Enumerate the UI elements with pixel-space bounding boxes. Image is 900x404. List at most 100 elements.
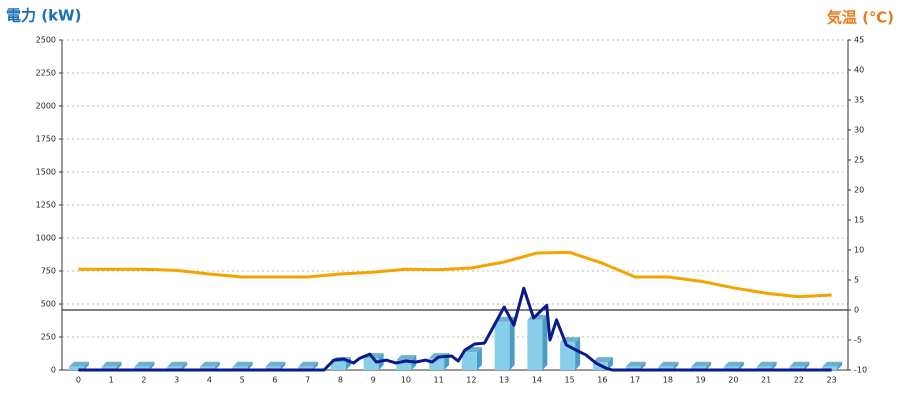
bar-face: [542, 314, 548, 370]
bar-face: [771, 361, 777, 370]
x-tick-label: 9: [371, 376, 376, 385]
bar-face: [199, 366, 215, 370]
x-tick-label: 23: [827, 376, 837, 385]
bar: [723, 361, 744, 370]
bar-face: [706, 361, 712, 370]
y2-tick-label: 5: [854, 276, 859, 285]
y-tick-label: 500: [41, 300, 56, 309]
bar-face: [265, 366, 281, 370]
bar-face: [298, 361, 319, 367]
bar-face: [232, 361, 253, 367]
bar: [232, 361, 253, 370]
bar-face: [756, 361, 777, 367]
x-tick-label: 16: [597, 376, 607, 385]
bar-face: [167, 361, 188, 367]
bar: [822, 361, 843, 370]
line: [78, 286, 832, 372]
x-tick-label: 13: [499, 376, 509, 385]
bar-face: [247, 361, 253, 370]
bar-face: [461, 352, 477, 370]
bar-face: [298, 366, 314, 370]
bar-face: [68, 361, 89, 367]
y2-tick-label: 20: [854, 186, 864, 195]
y-tick-label: 250: [41, 333, 56, 342]
bar-face: [640, 361, 646, 370]
bar: [68, 361, 89, 370]
bar-face: [822, 361, 843, 367]
x-tick-label: 5: [240, 376, 245, 385]
bar-face: [396, 360, 412, 370]
bar-face: [134, 366, 150, 370]
bar-face: [804, 361, 810, 370]
x-tick-label: 1: [109, 376, 114, 385]
bar-face: [527, 319, 543, 370]
x-tick-label: 14: [532, 376, 542, 385]
bar-face: [789, 361, 810, 367]
bar-face: [592, 357, 613, 363]
bar-face: [101, 361, 122, 367]
y2-tick-label: 40: [854, 66, 864, 75]
x-tick-label: 11: [434, 376, 444, 385]
bar: [560, 337, 581, 370]
bar-face: [673, 361, 679, 370]
x-tick-label: 2: [141, 376, 146, 385]
y2-tick-label: -5: [854, 336, 862, 345]
y2-tick-label: 25: [854, 156, 864, 165]
bar-face: [134, 361, 155, 367]
x-tick-label: 21: [761, 376, 771, 385]
y2-tick-label: 15: [854, 216, 864, 225]
bar: [101, 361, 122, 370]
x-tick-label: 7: [305, 376, 310, 385]
bar-face: [280, 361, 286, 370]
bar-face: [691, 361, 712, 367]
y-tick-label: 1500: [36, 168, 56, 177]
bar-face: [116, 361, 122, 370]
y-axis-title: 電力 (kW): [6, 7, 81, 25]
bar-face: [313, 361, 319, 370]
y2-tick-label: 10: [854, 246, 864, 255]
x-tick-label: 6: [272, 376, 277, 385]
x-tick-label: 19: [696, 376, 706, 385]
bar-face: [83, 361, 89, 370]
bar-face: [396, 355, 417, 361]
bar-face: [723, 361, 744, 367]
bar-face: [182, 361, 188, 370]
bar-face: [738, 361, 744, 370]
x-tick-label: 12: [466, 376, 476, 385]
x-tick-label: 17: [630, 376, 640, 385]
bar-face: [330, 362, 346, 370]
x-tick-label: 4: [207, 376, 212, 385]
bar-face: [658, 361, 679, 367]
bar-face: [691, 366, 707, 370]
bar-face: [625, 361, 646, 367]
y-tick-label: 1750: [36, 135, 56, 144]
bar-face: [214, 361, 220, 370]
y-tick-label: 1250: [36, 201, 56, 210]
x-tick-label: 10: [401, 376, 411, 385]
bar: [298, 361, 319, 370]
y2-tick-label: -10: [854, 366, 867, 375]
bar-face: [199, 361, 220, 367]
bar-face: [429, 358, 445, 370]
x-tick-label: 3: [174, 376, 179, 385]
bar-face: [363, 358, 379, 370]
y2-tick-label: 30: [854, 126, 864, 135]
y-tick-label: 2500: [36, 36, 56, 45]
bar-face: [494, 321, 510, 370]
bar: [756, 361, 777, 370]
bar: [625, 361, 646, 370]
bar-face: [658, 366, 674, 370]
bar-face: [265, 361, 286, 367]
y-tick-label: 0: [51, 366, 56, 375]
bar: [527, 314, 548, 370]
x-tick-label: 18: [663, 376, 673, 385]
bar-face: [575, 337, 581, 370]
y2-tick-label: 45: [854, 36, 864, 45]
bar-face: [756, 366, 772, 370]
y2-axis-title: 気温 (℃): [827, 9, 894, 27]
line: [78, 250, 832, 299]
bar: [789, 361, 810, 370]
bar: [134, 361, 155, 370]
bar-face: [167, 366, 183, 370]
